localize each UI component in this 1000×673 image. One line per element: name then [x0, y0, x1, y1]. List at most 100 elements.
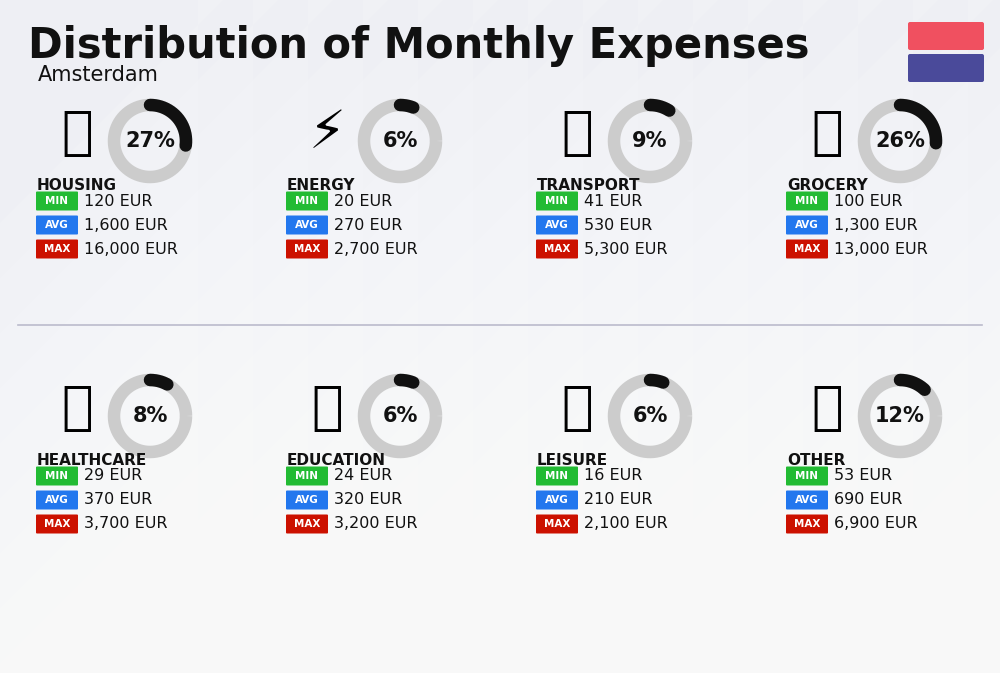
Text: 🎓: 🎓 [311, 382, 343, 434]
Text: 5,300 EUR: 5,300 EUR [584, 242, 668, 256]
Text: 6%: 6% [382, 406, 418, 426]
FancyBboxPatch shape [286, 491, 328, 509]
Text: HEALTHCARE: HEALTHCARE [37, 453, 147, 468]
FancyBboxPatch shape [786, 240, 828, 258]
Text: 41 EUR: 41 EUR [584, 194, 642, 209]
Text: 9%: 9% [632, 131, 668, 151]
FancyBboxPatch shape [286, 514, 328, 534]
FancyBboxPatch shape [36, 192, 78, 211]
FancyBboxPatch shape [286, 240, 328, 258]
Text: MIN: MIN [296, 196, 318, 206]
Text: 8%: 8% [132, 406, 168, 426]
Text: AVG: AVG [45, 495, 69, 505]
Text: ENERGY: ENERGY [287, 178, 356, 193]
Text: 270 EUR: 270 EUR [334, 217, 402, 232]
Text: MIN: MIN [46, 471, 68, 481]
FancyBboxPatch shape [786, 215, 828, 234]
Text: Distribution of Monthly Expenses: Distribution of Monthly Expenses [28, 25, 810, 67]
FancyBboxPatch shape [36, 215, 78, 234]
Text: 🛒: 🛒 [811, 107, 843, 159]
Text: Amsterdam: Amsterdam [38, 65, 159, 85]
FancyBboxPatch shape [786, 192, 828, 211]
FancyBboxPatch shape [786, 466, 828, 485]
FancyBboxPatch shape [286, 192, 328, 211]
Text: MIN: MIN [296, 471, 318, 481]
FancyBboxPatch shape [36, 466, 78, 485]
Text: 29 EUR: 29 EUR [84, 468, 142, 483]
FancyBboxPatch shape [286, 466, 328, 485]
Text: MAX: MAX [794, 244, 820, 254]
Text: TRANSPORT: TRANSPORT [537, 178, 640, 193]
Text: MAX: MAX [544, 244, 570, 254]
Text: 120 EUR: 120 EUR [84, 194, 152, 209]
FancyBboxPatch shape [36, 240, 78, 258]
Text: 20 EUR: 20 EUR [334, 194, 392, 209]
Text: MAX: MAX [294, 244, 320, 254]
Text: 🏢: 🏢 [61, 107, 93, 159]
Text: 3,700 EUR: 3,700 EUR [84, 516, 168, 532]
FancyBboxPatch shape [908, 22, 984, 50]
Text: LEISURE: LEISURE [537, 453, 608, 468]
Text: OTHER: OTHER [787, 453, 845, 468]
Text: 🛍: 🛍 [561, 382, 593, 434]
Text: GROCERY: GROCERY [787, 178, 868, 193]
FancyBboxPatch shape [786, 514, 828, 534]
FancyBboxPatch shape [908, 54, 984, 82]
Text: AVG: AVG [295, 495, 319, 505]
Text: 13,000 EUR: 13,000 EUR [834, 242, 928, 256]
FancyBboxPatch shape [536, 240, 578, 258]
Text: MIN: MIN [46, 196, 68, 206]
Text: 320 EUR: 320 EUR [334, 493, 402, 507]
Text: 53 EUR: 53 EUR [834, 468, 892, 483]
Text: 210 EUR: 210 EUR [584, 493, 652, 507]
Text: 690 EUR: 690 EUR [834, 493, 902, 507]
Text: ⚡: ⚡ [308, 107, 346, 159]
Text: HOUSING: HOUSING [37, 178, 117, 193]
Text: 🚌: 🚌 [561, 107, 593, 159]
Text: 3,200 EUR: 3,200 EUR [334, 516, 418, 532]
FancyBboxPatch shape [286, 215, 328, 234]
Text: MAX: MAX [294, 519, 320, 529]
Text: 24 EUR: 24 EUR [334, 468, 392, 483]
Text: AVG: AVG [545, 495, 569, 505]
Text: EDUCATION: EDUCATION [287, 453, 386, 468]
Text: 27%: 27% [125, 131, 175, 151]
Text: 2,700 EUR: 2,700 EUR [334, 242, 418, 256]
FancyBboxPatch shape [536, 215, 578, 234]
Text: MIN: MIN [796, 471, 818, 481]
Text: 26%: 26% [875, 131, 925, 151]
Text: 16,000 EUR: 16,000 EUR [84, 242, 178, 256]
Text: 1,600 EUR: 1,600 EUR [84, 217, 168, 232]
FancyBboxPatch shape [536, 514, 578, 534]
Text: 💓: 💓 [61, 382, 93, 434]
Text: MAX: MAX [794, 519, 820, 529]
Text: AVG: AVG [545, 220, 569, 230]
Text: MIN: MIN [546, 471, 568, 481]
FancyBboxPatch shape [786, 491, 828, 509]
Text: 6%: 6% [632, 406, 668, 426]
Text: 12%: 12% [875, 406, 925, 426]
Text: 2,100 EUR: 2,100 EUR [584, 516, 668, 532]
Text: MIN: MIN [546, 196, 568, 206]
FancyBboxPatch shape [36, 491, 78, 509]
Text: MIN: MIN [796, 196, 818, 206]
Text: MAX: MAX [44, 519, 70, 529]
FancyBboxPatch shape [536, 466, 578, 485]
FancyBboxPatch shape [36, 514, 78, 534]
Text: AVG: AVG [795, 220, 819, 230]
Text: MAX: MAX [44, 244, 70, 254]
Text: 1,300 EUR: 1,300 EUR [834, 217, 918, 232]
Text: 100 EUR: 100 EUR [834, 194, 902, 209]
FancyBboxPatch shape [536, 192, 578, 211]
Text: 6%: 6% [382, 131, 418, 151]
Text: AVG: AVG [45, 220, 69, 230]
Text: MAX: MAX [544, 519, 570, 529]
Text: 6,900 EUR: 6,900 EUR [834, 516, 918, 532]
Text: 💰: 💰 [811, 382, 843, 434]
Text: AVG: AVG [795, 495, 819, 505]
Text: 16 EUR: 16 EUR [584, 468, 642, 483]
Text: 530 EUR: 530 EUR [584, 217, 652, 232]
FancyBboxPatch shape [536, 491, 578, 509]
Text: AVG: AVG [295, 220, 319, 230]
Text: 370 EUR: 370 EUR [84, 493, 152, 507]
